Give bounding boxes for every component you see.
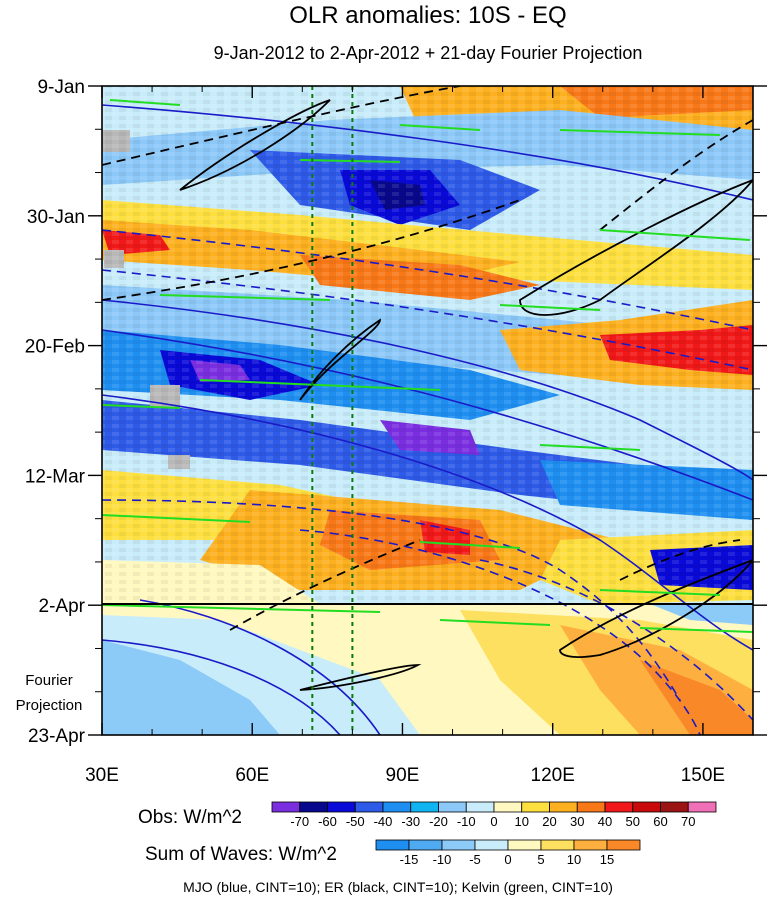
y-axis-labels: 9-Jan 30-Jan 20-Feb 12-Mar 2-Apr 23-Apr	[25, 77, 86, 747]
obs-colorbar-level-label: 0	[490, 814, 497, 829]
chart-subtitle: 9-Jan-2012 to 2-Apr-2012 + 21-day Fourie…	[214, 43, 643, 63]
footnote: MJO (blue, CINT=10); ER (black, CINT=10)…	[183, 879, 613, 895]
obs-colorbar-swatch	[687, 801, 717, 813]
waves-colorbar-swatch	[375, 839, 410, 851]
waves-colorbar-level-label: 5	[537, 852, 544, 867]
y-tick-label: 20-Feb	[25, 337, 85, 358]
obs-colorbar-swatch	[632, 801, 661, 813]
obs-colorbar-level-label: -20	[429, 814, 448, 829]
obs-colorbar-swatch	[576, 801, 606, 813]
waves-colorbar-level-label: -15	[400, 852, 419, 867]
waves-colorbar-level-label: -10	[433, 852, 452, 867]
obs-colorbar-level-label: -60	[318, 814, 337, 829]
obs-colorbar-swatch	[354, 801, 384, 813]
obs-colorbar-level-label: 30	[570, 814, 584, 829]
x-tick-label: 30E	[85, 765, 119, 786]
chart-title: OLR anomalies: 10S - EQ	[289, 2, 566, 29]
obs-colorbar-label: Obs: W/m^2	[138, 807, 242, 828]
obs-colorbar-level-label: -70	[290, 814, 309, 829]
obs-colorbar-swatch	[438, 801, 467, 813]
wave-contours	[102, 86, 753, 735]
waves-colorbar-level-label: 10	[567, 852, 581, 867]
waves-colorbar-level-label: -5	[469, 852, 481, 867]
waves-colorbar-swatch	[540, 839, 575, 851]
plot-frame	[101, 85, 754, 736]
obs-colorbar-level-label: -30	[401, 814, 420, 829]
waves-colorbar-swatch	[474, 839, 509, 851]
obs-colorbar-swatch	[604, 801, 634, 813]
obs-anomaly-field	[102, 86, 753, 604]
waves-colorbar-swatch	[408, 839, 443, 851]
obs-colorbar-level-label: 70	[681, 814, 695, 829]
obs-colorbar-swatch	[410, 801, 439, 813]
obs-colorbar-level-label: -10	[457, 814, 476, 829]
waves-colorbar-swatch	[507, 839, 542, 851]
x-tick-label: 60E	[235, 765, 269, 786]
x-tick-label: 150E	[681, 765, 725, 786]
obs-colorbar-level-label: 10	[515, 814, 529, 829]
waves-colorbar: -15 -10 -5 0 5 10 15	[375, 839, 641, 867]
obs-colorbar-swatch	[660, 801, 689, 813]
obs-colorbar-level-label: 60	[653, 814, 667, 829]
obs-colorbar-swatch	[299, 801, 328, 813]
waves-colorbar-level-label: 15	[600, 852, 614, 867]
obs-colorbar-swatch	[271, 801, 301, 813]
projection-label-line2: Projection	[16, 697, 83, 714]
obs-colorbar: -70 -60 -50 -40 -30 -20 -10 0 10 20 30 40 50 60 70	[271, 801, 717, 829]
er-contours	[102, 86, 753, 691]
obs-colorbar-swatch	[549, 801, 578, 813]
x-axis-labels: 30E 60E 90E 120E 150E	[85, 765, 725, 786]
obs-colorbar-level-label: -40	[374, 814, 393, 829]
waves-colorbar-label: Sum of Waves: W/m^2	[145, 844, 337, 865]
obs-colorbar-level-label: 50	[626, 814, 640, 829]
projection-label-line1: Fourier	[25, 672, 73, 689]
waves-colorbar-swatch	[606, 839, 641, 851]
obs-colorbar-swatch	[521, 801, 550, 813]
projection-field	[102, 604, 753, 735]
plot-area	[88, 85, 767, 736]
y-tick-label: 2-Apr	[39, 596, 86, 617]
y-tick-label: 30-Jan	[27, 207, 85, 228]
waves-colorbar-swatch	[441, 839, 476, 851]
obs-colorbar-level-label: 40	[598, 814, 612, 829]
obs-colorbar-swatch	[493, 801, 523, 813]
obs-colorbar-level-label: 20	[542, 814, 556, 829]
x-tick-label: 120E	[531, 765, 575, 786]
waves-colorbar-level-label: 0	[504, 852, 511, 867]
waves-colorbar-swatch	[573, 839, 608, 851]
y-tick-label: 9-Jan	[37, 77, 85, 98]
kelvin-contours	[102, 99, 753, 633]
y-tick-label: 23-Apr	[28, 726, 86, 747]
obs-colorbar-swatch	[382, 801, 412, 813]
axis-ticks	[88, 85, 767, 736]
obs-colorbar-swatch	[327, 801, 356, 813]
x-tick-label: 90E	[386, 765, 420, 786]
obs-colorbar-swatch	[465, 801, 495, 813]
y-tick-label: 12-Mar	[25, 466, 86, 487]
obs-colorbar-level-label: -50	[346, 814, 365, 829]
